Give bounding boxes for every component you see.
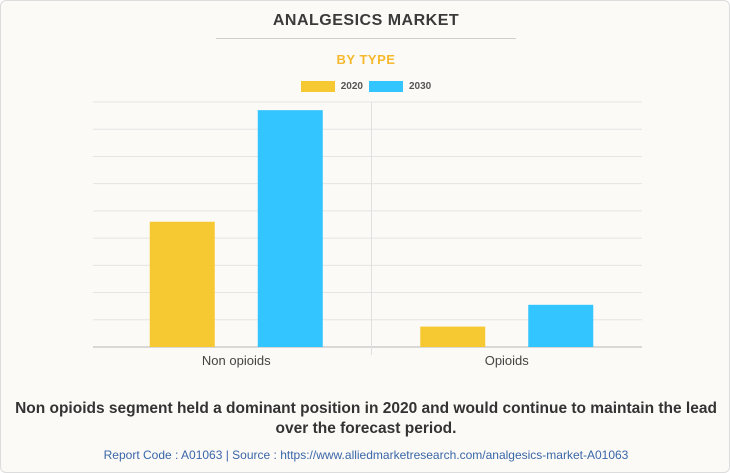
legend-item-2020[interactable]: 2020 bbox=[300, 81, 363, 92]
legend-label-2020: 2020 bbox=[340, 81, 363, 92]
chart-caption: Non opioids segment held a dominant posi… bbox=[15, 400, 717, 437]
bar-2030-opioids[interactable] bbox=[528, 304, 594, 347]
bar-chart-plot: Non opioids Opioids bbox=[93, 101, 642, 368]
chart-subtitle: BY TYPE bbox=[336, 52, 396, 67]
bar-2020-opioids[interactable] bbox=[420, 326, 486, 347]
title-divider bbox=[216, 38, 516, 39]
legend-item-2030[interactable]: 2030 bbox=[369, 81, 431, 92]
chart-title: ANALGESICS MARKET bbox=[272, 12, 460, 29]
x-tick-label: Non opioids bbox=[202, 353, 271, 368]
legend-swatch-2030 bbox=[369, 81, 403, 92]
bar-2020-non-opioids[interactable] bbox=[149, 221, 215, 347]
legend-swatch-2020 bbox=[300, 81, 335, 92]
x-tick-label: Opioids bbox=[485, 353, 530, 368]
legend-label-2030: 2030 bbox=[409, 81, 432, 92]
source-footer[interactable]: Report Code : A01063 | Source : https://… bbox=[103, 448, 629, 462]
legend: 2020 2030 bbox=[1, 81, 730, 92]
bar-2030-non-opioids[interactable] bbox=[257, 110, 323, 348]
